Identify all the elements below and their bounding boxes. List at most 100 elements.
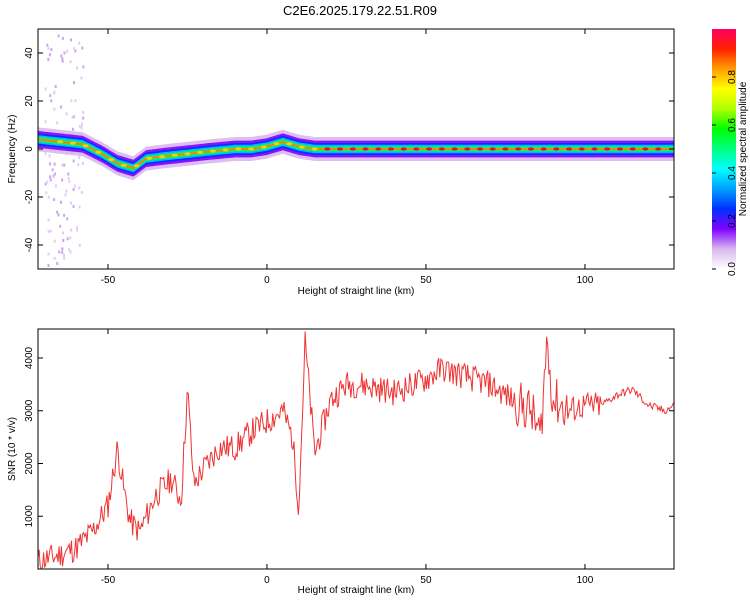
- colorbar-tick-label: 0.6: [727, 118, 738, 132]
- noise-cell: [55, 261, 58, 265]
- noise-cell: [58, 250, 61, 254]
- noise-cell: [65, 112, 68, 116]
- noise-cell: [44, 152, 47, 156]
- noise-cell: [63, 256, 66, 260]
- colorbar-tick-label: 0.0: [727, 262, 738, 276]
- heatmap-peak: [553, 147, 560, 151]
- heatmap-band: [38, 133, 674, 175]
- noise-cell: [66, 217, 69, 221]
- x-tick-label: 0: [264, 575, 270, 586]
- spectrogram-axes: -50 0 50 100 -40 -20 0 20 40: [24, 29, 674, 286]
- x-tick-label: -50: [101, 575, 116, 586]
- noise-cell: [46, 43, 49, 47]
- x-tick-label: 50: [420, 575, 432, 586]
- noise-cell: [47, 252, 50, 256]
- noise-cell: [47, 195, 50, 199]
- heatmap-peak: [540, 147, 547, 151]
- snr-plot-area: [38, 329, 674, 569]
- heatmap-peak: [578, 147, 585, 151]
- heatmap-peak: [655, 147, 662, 151]
- noise-cell: [72, 159, 75, 163]
- colorbar-tick-label: 0.8: [727, 70, 738, 84]
- heatmap-peak: [489, 147, 496, 151]
- heatmap-peak: [502, 147, 509, 151]
- noise-cell: [57, 34, 60, 38]
- noise-cell: [69, 60, 72, 64]
- noise-cell: [49, 94, 52, 98]
- y-tick-label: 40: [24, 47, 35, 59]
- heatmap-peak: [375, 147, 382, 151]
- noise-cell: [82, 116, 85, 120]
- noise-cell: [66, 237, 69, 241]
- noise-cell: [47, 218, 50, 222]
- noise-cell: [57, 213, 60, 217]
- noise-cell: [78, 205, 81, 209]
- spectrogram-heatmap: [38, 34, 674, 269]
- noise-cell: [61, 36, 64, 40]
- noise-cell: [71, 115, 74, 119]
- noise-cell: [62, 238, 65, 242]
- noise-cell: [81, 162, 84, 166]
- noise-cell: [78, 156, 81, 160]
- colorbar-ticks: 0.0 0.2 0.4 0.6 0.8: [712, 70, 738, 276]
- noise-cell: [82, 65, 85, 69]
- noise-cell: [56, 262, 59, 266]
- noise-cell: [69, 236, 72, 240]
- noise-cell: [61, 178, 64, 182]
- noise-cell: [74, 49, 77, 53]
- noise-cell: [60, 54, 63, 58]
- y-tick-label: 0: [24, 146, 35, 152]
- heatmap-peak: [426, 147, 433, 151]
- heatmap-peak: [197, 150, 204, 155]
- heatmap-peak: [400, 147, 407, 151]
- heatmap-peak: [616, 147, 623, 151]
- heatmap-peak: [515, 147, 522, 151]
- heatmap-band: [38, 136, 674, 171]
- noise-cell: [63, 51, 66, 55]
- heatmap-peak: [566, 147, 573, 151]
- noise-cell: [54, 85, 57, 89]
- heatmap-peak: [260, 145, 267, 149]
- noise-cell: [73, 47, 76, 51]
- noise-cell: [70, 228, 73, 232]
- x-tick-label: 100: [577, 575, 594, 586]
- noise-cell: [48, 53, 51, 57]
- noise-cell: [53, 197, 56, 201]
- noise-cell: [69, 250, 72, 254]
- spectrogram-panel: -50 0 50 100 -40 -20 0 20 40 Height of straight …: [7, 28, 675, 297]
- heatmap-peak: [591, 147, 598, 151]
- heatmap-peak: [146, 156, 153, 160]
- noise-cell: [65, 189, 68, 193]
- noise-cell: [53, 172, 56, 176]
- noise-cell: [63, 213, 66, 217]
- heatmap-peak: [387, 147, 394, 151]
- noise-cell: [72, 187, 75, 191]
- noise-cell: [63, 163, 66, 167]
- noise-cell: [54, 184, 57, 188]
- noise-cell: [76, 226, 79, 230]
- noise-cell: [53, 239, 56, 243]
- noise-cell: [61, 57, 64, 61]
- heatmap-peak: [235, 147, 242, 151]
- noise-cell: [76, 228, 79, 232]
- noise-cell: [73, 81, 76, 85]
- heatmap-peak: [413, 147, 420, 151]
- noise-cell: [53, 162, 56, 166]
- noise-cell: [67, 172, 70, 176]
- heatmap-peak: [451, 147, 458, 151]
- noise-cell: [48, 162, 51, 166]
- noise-cell: [71, 127, 74, 131]
- noise-cell: [50, 99, 53, 103]
- heatmap-peak: [108, 157, 115, 162]
- heatmap-peak: [57, 140, 64, 144]
- noise-cell: [56, 121, 59, 125]
- heatmap-peak: [362, 147, 369, 151]
- noise-cell: [47, 46, 50, 50]
- heatmap-peak: [324, 147, 331, 151]
- noise-cell: [53, 107, 56, 111]
- noise-cell: [47, 229, 50, 233]
- heatmap-peak: [298, 145, 305, 149]
- x-tick-label: 100: [577, 275, 594, 286]
- heatmap-peak: [273, 142, 280, 146]
